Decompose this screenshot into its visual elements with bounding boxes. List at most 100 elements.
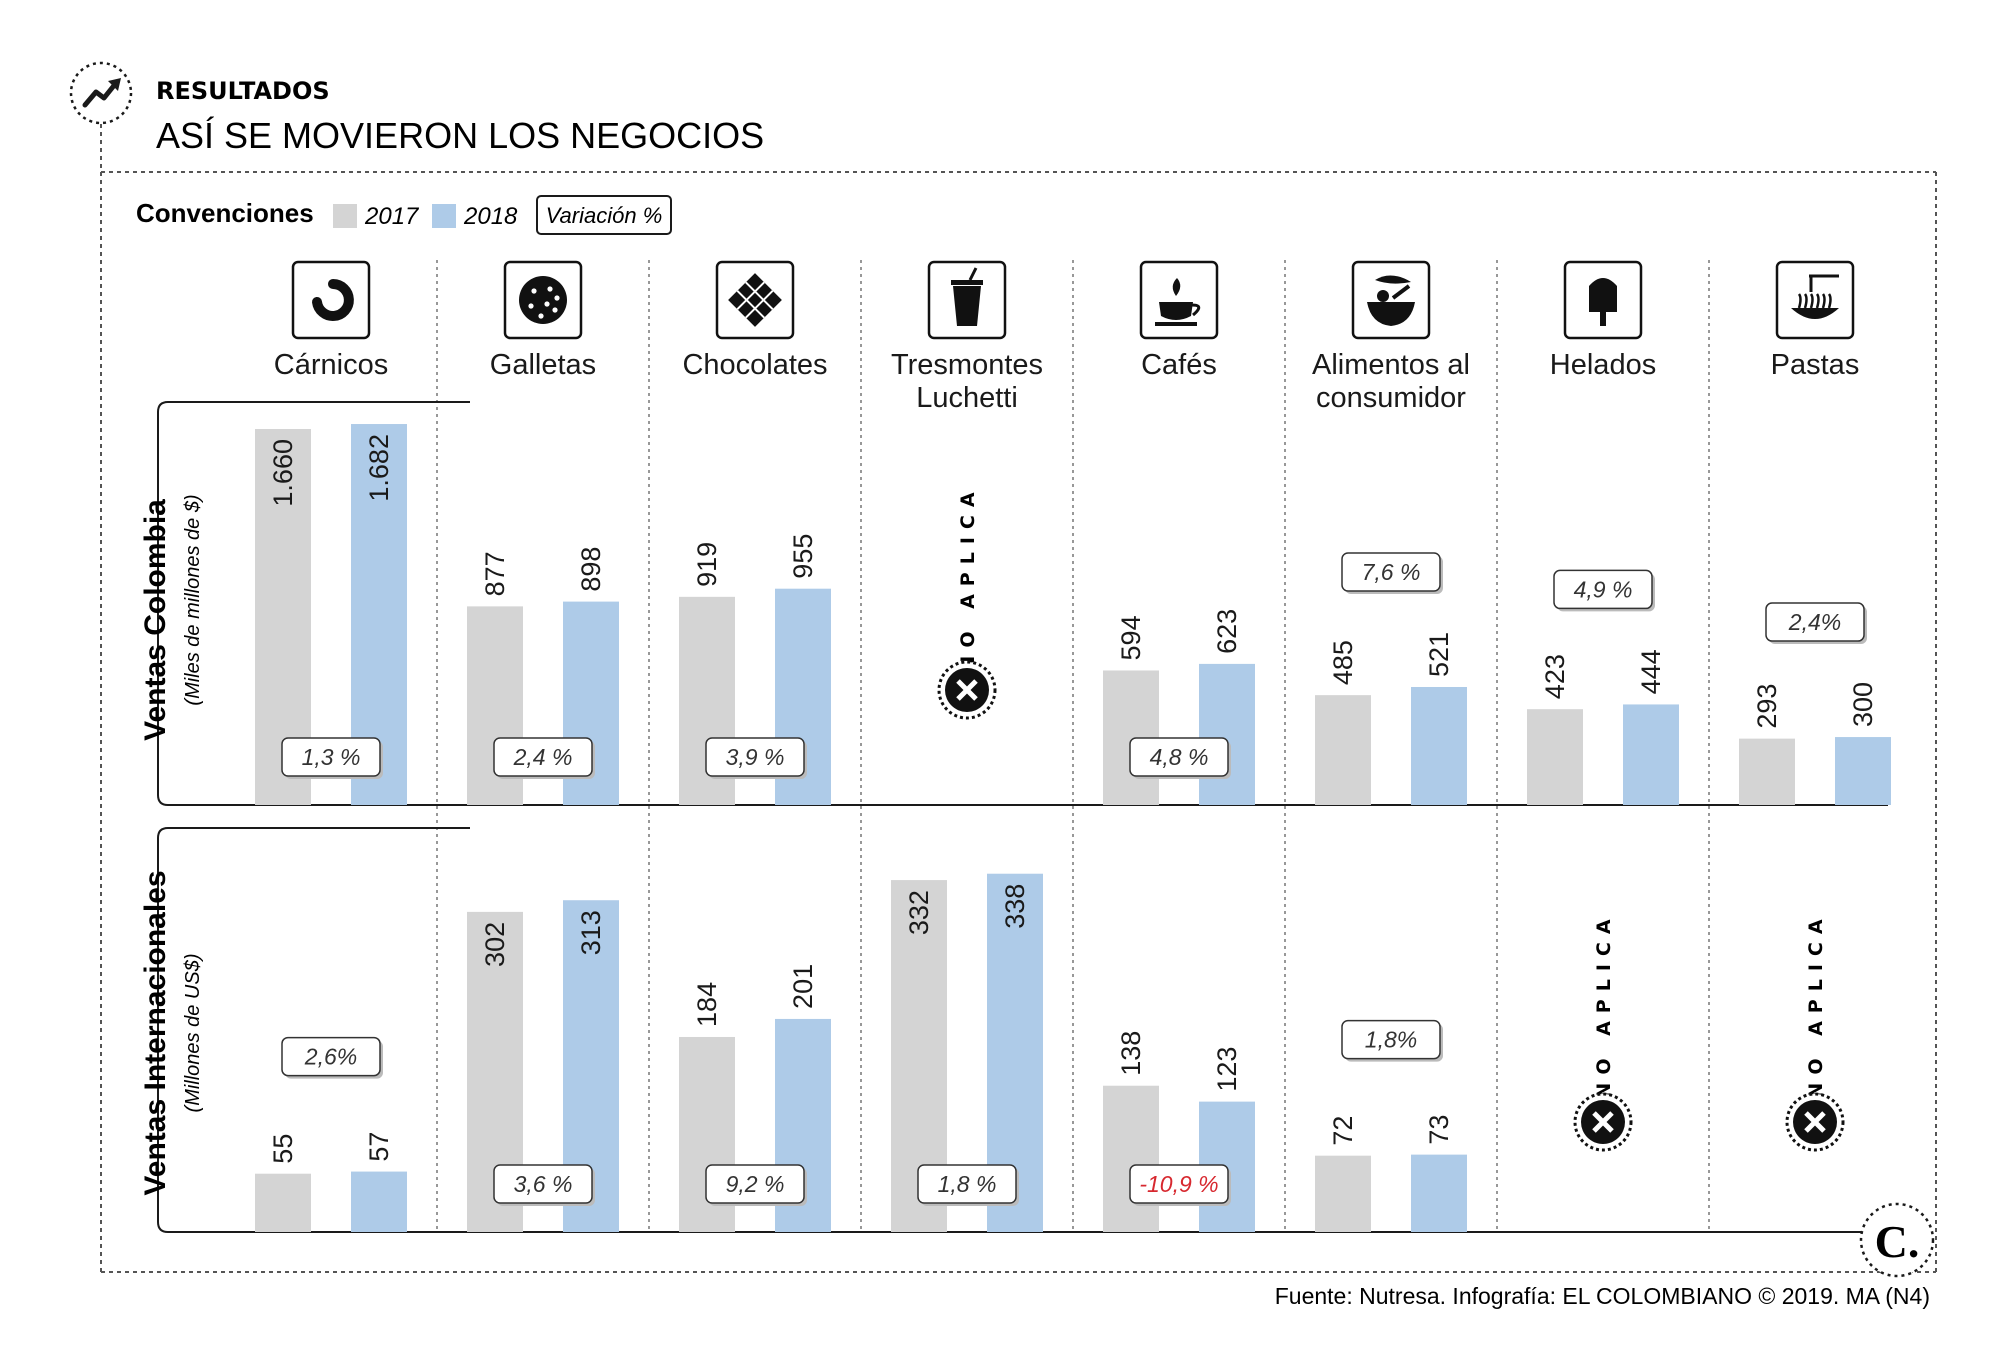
panel-unit-colombia: (Miles de millones de $) (182, 494, 204, 705)
data-label: 1.660 (268, 439, 298, 507)
bar-cafes-2017 (1103, 1085, 1159, 1232)
data-label: 302 (480, 922, 510, 967)
not-applicable-label: NO APLICA (957, 484, 979, 671)
panel-frame (157, 401, 1888, 806)
variation-label: 7,6 % (1362, 559, 1421, 585)
popsicle-icon (1563, 260, 1643, 340)
variation-badge-galletas: 2,4 % (493, 737, 595, 779)
data-label: 123 (1212, 1047, 1242, 1092)
bar-alimentos-al-consumidor-2018 (1411, 686, 1467, 805)
variation-label: 9,2 % (726, 1171, 785, 1197)
data-label: 72 (1328, 1116, 1358, 1146)
legend-variation-box (536, 195, 672, 235)
food-bowl-icon (1351, 260, 1431, 340)
variation-badge-cafes: -10,9 % (1129, 1164, 1231, 1206)
data-label: 138 (1116, 1031, 1146, 1076)
source-note: Fuente: Nutresa. Infografía: EL COLOMBIA… (1275, 1283, 1930, 1309)
bar-alimentos-al-consumidor-2017 (1315, 1155, 1371, 1232)
variation-badge-helados: 4,9 % (1553, 569, 1655, 612)
data-label: 338 (1000, 884, 1030, 929)
bar-alimentos-al-consumidor-2017 (1315, 695, 1371, 805)
category-label-galletas: Galletas (490, 349, 596, 381)
cross-circle-icon (937, 660, 997, 720)
data-label: 898 (576, 547, 606, 592)
header-kicker: RESULTADOS (156, 77, 330, 105)
bar-pastas-2017 (1739, 738, 1795, 805)
category-label-helados: Helados (1550, 349, 1656, 381)
cross-circle-icon (1573, 1092, 1633, 1152)
sausage-icon (291, 260, 371, 340)
variation-badge-chocolates: 9,2 % (705, 1164, 807, 1206)
legend-label: Convenciones (136, 198, 314, 228)
drink-cup-icon (927, 260, 1007, 340)
data-label: 955 (788, 534, 818, 579)
data-label: 485 (1328, 640, 1358, 685)
data-label: 313 (576, 910, 606, 955)
category-label-carnicos: Cárnicos (274, 349, 388, 381)
data-label: 73 (1424, 1115, 1454, 1145)
data-label: 521 (1424, 632, 1454, 677)
variation-badge-tresmontes-luchetti: 1,8 % (917, 1164, 1019, 1206)
panel-label-colombia: Ventas Colombia (Miles de millones de $) (139, 494, 204, 740)
legend-variation: Variación % (546, 203, 663, 228)
panel-frame (157, 827, 1888, 1233)
variation-label: 2,6% (304, 1044, 357, 1070)
variation-badge-carnicos: 2,6% (281, 1036, 383, 1079)
panel-title-colombia: Ventas Colombia (139, 499, 172, 741)
data-label: 300 (1848, 682, 1878, 727)
bar-helados-2017 (1527, 709, 1583, 805)
variation-label: 1,8% (1365, 1027, 1417, 1053)
variation-label: 1,8 % (938, 1171, 997, 1197)
variation-badge-chocolates: 3,9 % (705, 737, 807, 779)
bar-cafes-2018 (1199, 663, 1255, 805)
variation-badge-galletas: 3,6 % (493, 1164, 595, 1206)
data-label: 184 (692, 982, 722, 1027)
variation-badge-carnicos: 1,3 % (281, 737, 383, 779)
data-label: 332 (904, 890, 934, 935)
legend-swatch-2017 (333, 204, 357, 228)
category-label-chocolates: Chocolates (682, 349, 827, 381)
legend-2017: 2017 (364, 203, 420, 230)
panel-label-internacional: Ventas Internacionales (Millones de US$) (139, 870, 204, 1195)
variation-badge-cafes: 4,8 % (1129, 737, 1231, 779)
variation-label: 1,3 % (302, 744, 361, 770)
pasta-plate-icon (1775, 260, 1855, 340)
data-label: 423 (1540, 654, 1570, 699)
cross-circle-icon (1785, 1092, 1845, 1152)
variation-label: 4,9 % (1574, 576, 1633, 602)
variation-label: -10,9 % (1139, 1171, 1218, 1197)
variation-label: 3,9 % (726, 744, 785, 770)
category-label-alimentos-al-consumidor: Alimentos al consumidor (1312, 349, 1470, 414)
variation-label: 3,6 % (514, 1171, 573, 1197)
cookie-icon (503, 260, 583, 340)
data-label: 1.682 (364, 434, 394, 502)
variation-badge-alimentos-al-consumidor: 1,8% (1341, 1019, 1443, 1062)
legend-swatch-2018 (432, 204, 456, 228)
bar-helados-2018 (1623, 704, 1679, 805)
variation-label: 4,8 % (1150, 744, 1209, 770)
el-colombiano-logo: C. (1859, 1202, 1935, 1278)
variation-label: 2,4 % (513, 744, 573, 770)
bar-pastas-2018 (1835, 737, 1891, 805)
data-label: 919 (692, 542, 722, 587)
data-label: 55 (268, 1134, 298, 1164)
category-label-tresmontes-luchetti: Tresmontes Luchetti (891, 349, 1043, 414)
not-applicable-marker: NO APLICA (1785, 911, 1845, 1152)
data-label: 57 (364, 1132, 394, 1162)
variation-badge-alimentos-al-consumidor: 7,6 % (1341, 552, 1443, 594)
data-label: 594 (1116, 615, 1146, 660)
not-applicable-marker: NO APLICA (937, 484, 997, 720)
header-title: ASÍ SE MOVIERON LOS NEGOCIOS (156, 115, 764, 156)
bar-carnicos-2018 (351, 1171, 407, 1232)
panel-unit-internacional: (Millones de US$) (182, 954, 204, 1113)
not-applicable-marker: NO APLICA (1573, 911, 1633, 1152)
data-label: 623 (1212, 609, 1242, 654)
data-label: 293 (1752, 684, 1782, 729)
dashed-frame (100, 124, 1937, 1273)
bar-carnicos-2017 (255, 1173, 311, 1232)
chart-content: Cárnicos Galletas Chocolates Tresmontes Luch… (157, 260, 1891, 1233)
trend-arrow-icon (69, 61, 133, 125)
coffee-cup-icon (1139, 260, 1219, 340)
variation-label: 2,4% (1788, 609, 1841, 635)
category-label-pastas: Pastas (1771, 349, 1860, 381)
